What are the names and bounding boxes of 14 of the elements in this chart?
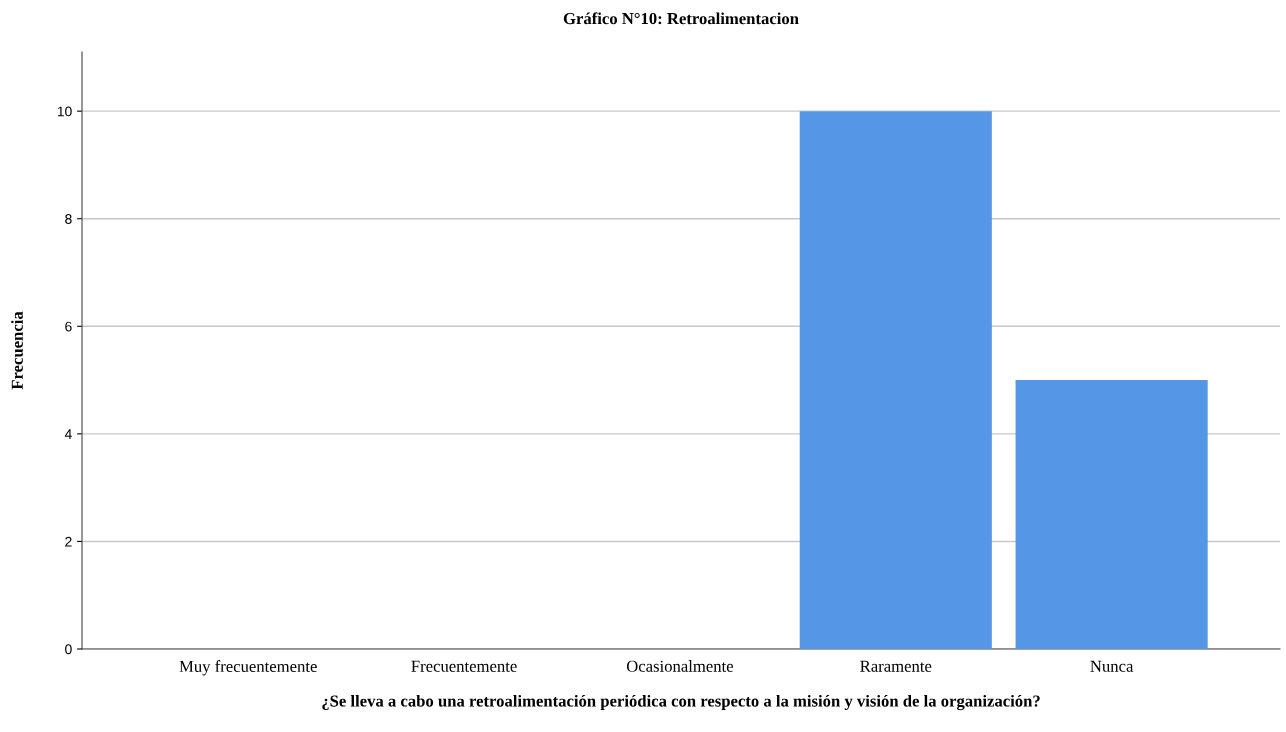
y-tick-label: 10 <box>57 106 72 117</box>
x-tick-label: Muy frecuentemente <box>179 660 317 676</box>
y-tick-label: 6 <box>65 321 72 332</box>
y-tick-label: 8 <box>65 214 72 224</box>
y-axis-title: Frecuencia <box>11 311 23 390</box>
y-tick-label: 2 <box>65 536 72 547</box>
chart-title: Gráfico N°10: Retroalimentacion <box>563 12 799 25</box>
x-tick-label: Raramente <box>860 660 932 672</box>
x-axis-title: ¿Se lleva a cabo una retroalimentación periódica con respecto a la misión y visión de la organización? <box>322 694 1040 711</box>
x-tick-label: Nunca <box>1090 660 1134 672</box>
x-tick-label: Frecuentemente <box>411 660 517 672</box>
y-tick-label: 0 <box>65 644 72 655</box>
y-tick-label: 4 <box>64 429 72 439</box>
x-tick-label: Ocasionalmente <box>626 660 734 672</box>
